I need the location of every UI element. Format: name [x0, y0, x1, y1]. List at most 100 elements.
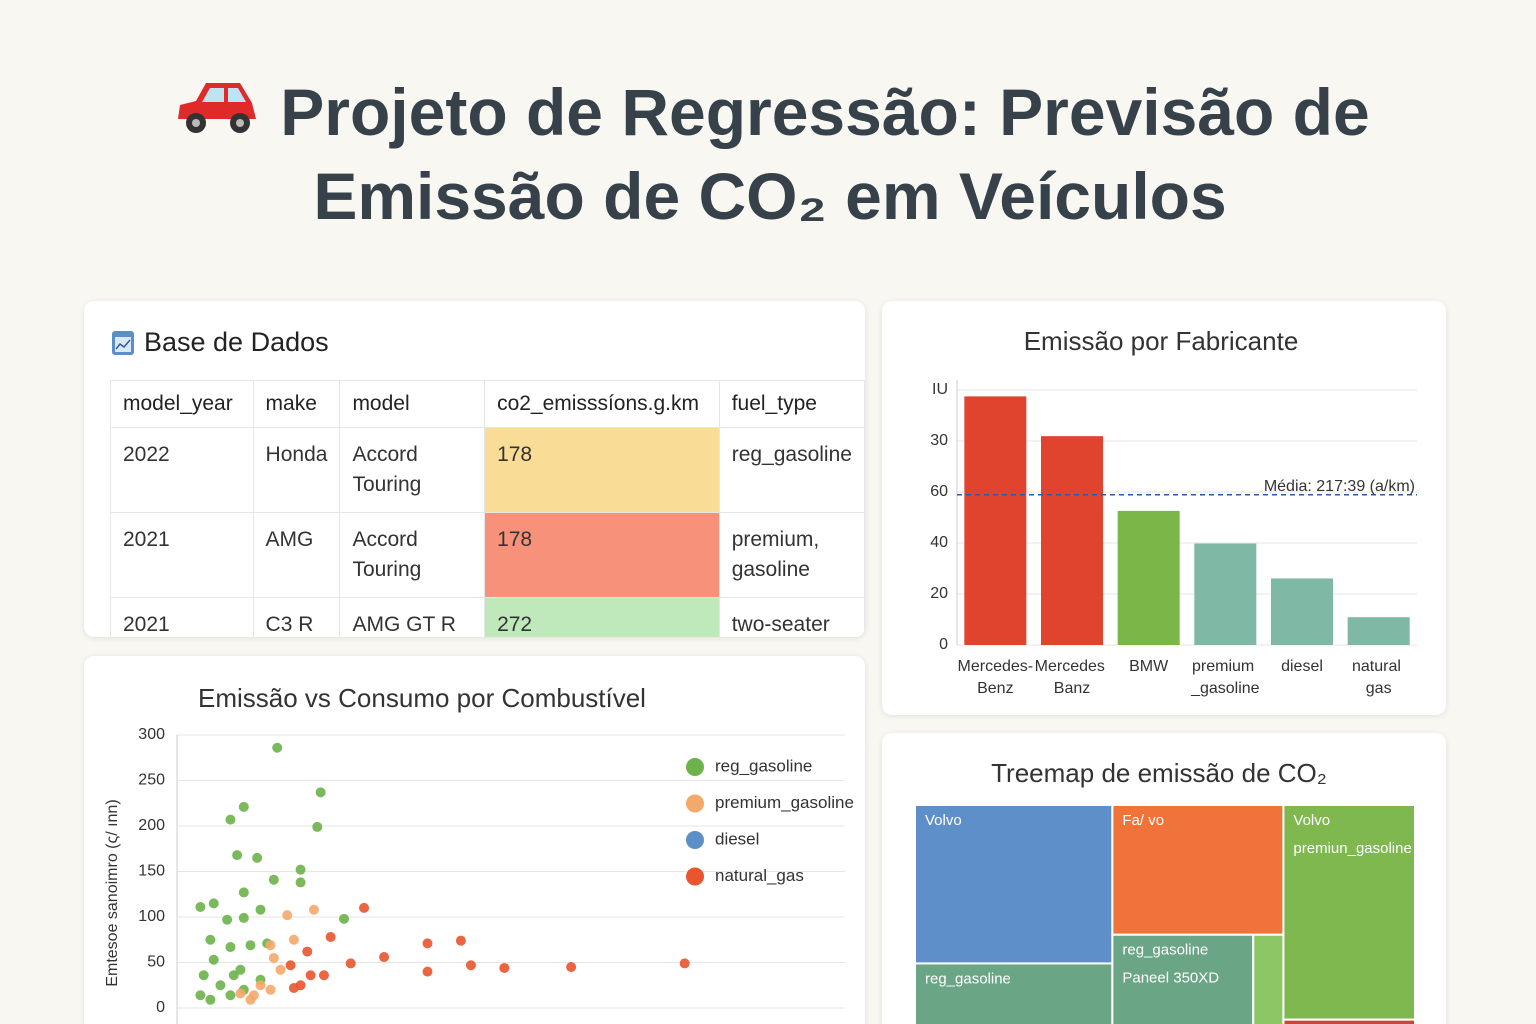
point — [235, 964, 246, 975]
point — [305, 970, 316, 981]
treemap-cell — [1111, 933, 1255, 1024]
page-title: Projeto de Regressão: Previsão de Emissã… — [150, 70, 1390, 238]
bar — [1271, 578, 1333, 645]
x-tick-label: Mercedes Banz — [1035, 658, 1110, 697]
table-cell: 178 — [484, 512, 720, 598]
table-cell: C3 R — [252, 597, 341, 637]
point — [455, 935, 466, 946]
table-card: Base de Dados model_year make model co2_emi… — [84, 301, 865, 637]
treemap-label: Volvo — [925, 812, 962, 829]
table-cell: Accord Touring — [339, 427, 486, 513]
y-tick-label: 250 — [138, 772, 165, 789]
point — [225, 814, 236, 825]
point — [225, 942, 236, 953]
chart-title: Emissão vs Consumo por Combustível — [198, 683, 646, 713]
chart-title: Emissão por Fabricante — [1024, 326, 1299, 356]
point — [255, 980, 266, 991]
table-cell: 272 — [484, 597, 720, 637]
x-tick-label: premium _gasoline — [1190, 658, 1260, 697]
point — [268, 874, 279, 885]
x-tick-label: BMW — [1129, 658, 1169, 675]
point — [422, 938, 433, 949]
column-header: make — [252, 380, 341, 428]
table-cell: 2021 — [110, 512, 254, 598]
point — [238, 912, 249, 923]
y-tick-label: 100 — [138, 908, 165, 925]
x-tick-label: diesel — [1281, 658, 1323, 675]
mean-label: Média: 217:39 (a/km) — [1264, 478, 1415, 495]
point — [208, 954, 219, 965]
point — [255, 904, 266, 915]
point — [325, 932, 336, 943]
point — [238, 887, 249, 898]
point — [205, 934, 216, 945]
point — [465, 960, 476, 971]
point — [208, 898, 219, 909]
point — [215, 980, 226, 991]
table-cell: 2022 — [110, 427, 254, 513]
data-table: model_year make model co2_emisssíons.g.km fu… — [110, 380, 865, 637]
table-row: 2022 Honda Accord Touring 178 reg_gasoline — [110, 427, 865, 513]
point — [198, 970, 209, 981]
bar — [1117, 510, 1180, 645]
point — [288, 982, 299, 993]
point — [679, 958, 690, 969]
y-tick-label: 150 — [138, 863, 165, 880]
table-cell: 178 — [484, 427, 720, 513]
point — [225, 990, 236, 1001]
point — [265, 984, 276, 995]
point — [315, 787, 326, 798]
column-header: model_year — [110, 380, 254, 428]
legend-label: premium_gasoline — [715, 793, 854, 812]
table-cell: Honda — [252, 427, 341, 513]
point — [295, 877, 306, 888]
y-tick-label: 20 — [930, 585, 948, 602]
point — [245, 994, 256, 1005]
table-cell: premium, gasoline — [718, 512, 865, 598]
legend-swatch — [686, 867, 704, 886]
point — [245, 940, 256, 951]
point — [232, 850, 243, 861]
point — [265, 940, 276, 951]
treemap-cell — [914, 804, 1114, 965]
point — [282, 910, 293, 921]
point — [359, 902, 370, 913]
point — [288, 934, 299, 945]
table-heading: Base de Dados — [110, 327, 329, 358]
db-icon — [112, 330, 134, 355]
y-tick-label: 60 — [930, 483, 948, 500]
point — [205, 994, 216, 1005]
treemap-sublabel: Paneel 350XD — [1122, 970, 1219, 987]
y-tick-label: 40 — [930, 534, 948, 551]
car-icon — [178, 83, 257, 133]
treemap-cell — [1252, 933, 1285, 1024]
legend-swatch — [686, 794, 704, 813]
point — [566, 962, 577, 973]
bar — [1347, 617, 1410, 645]
point — [195, 901, 206, 912]
table-cell: two-seater — [718, 597, 865, 637]
y-tick-label: 0 — [156, 999, 165, 1016]
column-header: fuel_type — [718, 380, 865, 428]
point — [222, 914, 233, 925]
treemap-cell — [1282, 1018, 1416, 1024]
table-row: 2021 C3 R AMG GT R 272 two-seater — [110, 597, 865, 637]
point — [308, 904, 319, 915]
x-tick-label: Mercedes-Benz — [958, 658, 1034, 697]
point — [272, 742, 283, 753]
point — [339, 913, 349, 924]
treemap-cell — [914, 962, 1114, 1024]
table-row: 2021 AMG Accord Touring 178 premium, gasolin… — [110, 512, 865, 598]
table-cell: reg_gasoline — [718, 427, 865, 513]
legend-label: diesel — [715, 829, 759, 848]
treemap-cell — [1282, 804, 1416, 1021]
y-tick-label: 300 — [138, 726, 165, 743]
point — [312, 821, 323, 832]
y-tick-label: 30 — [930, 432, 948, 449]
bar — [1194, 543, 1257, 645]
y-tick-label: 0 — [939, 636, 948, 653]
chart-title: Treemap de emissão de CO₂ — [991, 758, 1327, 788]
point — [235, 988, 246, 999]
